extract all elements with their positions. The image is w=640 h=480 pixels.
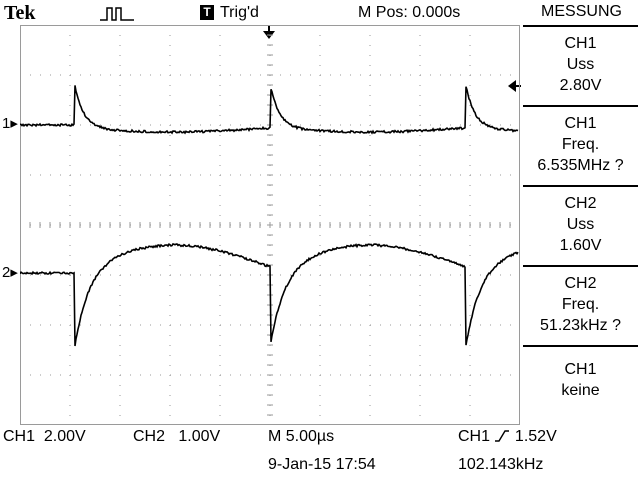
ch1-trace xyxy=(20,85,518,133)
menu-item-4[interactable]: CH2 Freq. 51.23kHz ? xyxy=(523,265,638,345)
measurement-menu: MESSUNG CH1 Uss 2.80V CH1 Freq. 6.535MHz… xyxy=(523,0,640,430)
trigger-frequency: 102.143kHz xyxy=(458,456,543,474)
menu-item-2[interactable]: CH1 Freq. 6.535MHz ? xyxy=(523,105,638,185)
ch1-scale: CH1 2.00V xyxy=(3,428,86,446)
ch2-scale: CH2 1.00V xyxy=(133,428,220,446)
timebase: M 5.00µs xyxy=(268,428,334,446)
ch1-marker-arrow-icon: ▸ xyxy=(10,115,18,132)
menu-item-value: 1.60V xyxy=(523,235,638,256)
menu-item-channel: CH2 xyxy=(523,273,638,294)
ch2-marker: 2▸ xyxy=(2,263,18,281)
rising-edge-icon xyxy=(494,429,510,443)
trigger-status-text: Trig'd xyxy=(220,4,259,21)
menu-item-channel: CH1 xyxy=(523,359,638,380)
menu-item-measure: Freq. xyxy=(523,134,638,155)
ch1-marker: 1▸ xyxy=(2,114,18,132)
trigger-badge: T xyxy=(200,5,214,20)
ch2-marker-arrow-icon: ▸ xyxy=(10,264,18,281)
menu-item-1[interactable]: CH1 Uss 2.80V xyxy=(523,25,638,113)
menu-item-value: 2.80V xyxy=(523,75,638,96)
menu-item-measure: Uss xyxy=(523,54,638,75)
menu-item-channel: CH2 xyxy=(523,193,638,214)
brand-logo: Tek xyxy=(4,2,36,25)
trigger-status: T Trig'd xyxy=(200,4,259,22)
menu-item-5[interactable]: CH1 keine xyxy=(523,345,638,427)
menu-item-value: 51.23kHz ? xyxy=(523,315,638,336)
horizontal-position: M Pos: 0.000s xyxy=(358,4,460,22)
menu-item-measure: Uss xyxy=(523,214,638,235)
menu-item-value: 6.535MHz ? xyxy=(523,155,638,176)
menu-title: MESSUNG xyxy=(523,3,640,21)
menu-item-measure: keine xyxy=(523,380,638,401)
date-time: 9-Jan-15 17:54 xyxy=(268,456,376,474)
menu-item-channel: CH1 xyxy=(523,113,638,134)
menu-item-measure: Freq. xyxy=(523,294,638,315)
menu-item-channel: CH1 xyxy=(523,33,638,54)
trigger-setting: CH1 1.52V xyxy=(458,428,557,446)
graticule xyxy=(20,25,520,425)
menu-item-3[interactable]: CH2 Uss 1.60V xyxy=(523,185,638,265)
scope-screen xyxy=(20,25,520,425)
acquisition-pulse-icon xyxy=(100,6,134,22)
